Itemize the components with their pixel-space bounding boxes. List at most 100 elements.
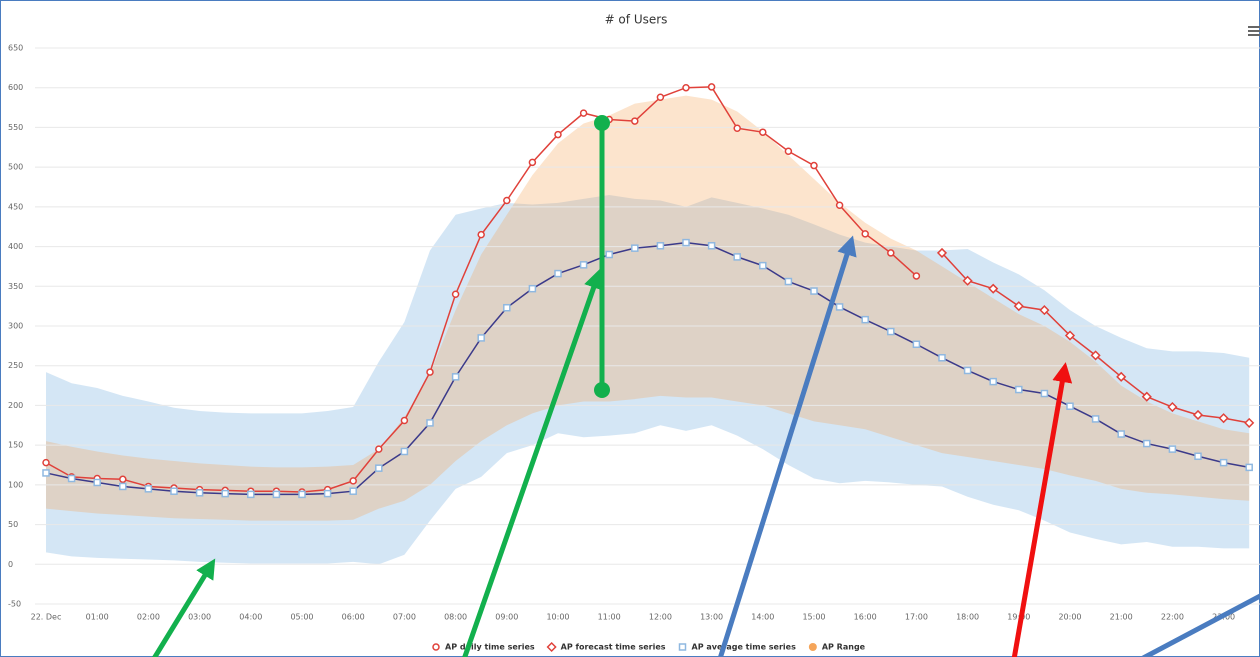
x-tick-label: 22:00 xyxy=(1161,613,1184,622)
y-tick-label: 0 xyxy=(8,560,13,569)
x-tick-label: 20:00 xyxy=(1058,613,1081,622)
y-tick-label: 400 xyxy=(8,242,23,251)
menu-icon[interactable] xyxy=(1248,26,1260,36)
legend-label: AP Range xyxy=(822,643,866,652)
x-tick-label: 13:00 xyxy=(700,613,723,622)
x-tick-label: 10:00 xyxy=(546,613,569,622)
point xyxy=(784,277,793,286)
point xyxy=(579,261,588,269)
x-tick-label: 03:00 xyxy=(188,613,211,622)
point xyxy=(912,272,921,280)
point xyxy=(528,284,537,293)
point xyxy=(1194,452,1202,461)
legend-symbol xyxy=(432,643,440,651)
point xyxy=(1218,413,1229,424)
series-line xyxy=(45,241,1250,496)
point xyxy=(247,490,255,499)
chart-title: # of Users xyxy=(605,13,668,27)
x-tick-label: 06:00 xyxy=(342,613,365,622)
point xyxy=(861,230,869,238)
x-tick-label: 04:00 xyxy=(239,613,262,622)
point xyxy=(195,489,204,497)
point xyxy=(451,373,460,381)
x-tick-label: 22. Dec xyxy=(31,613,62,622)
point xyxy=(631,117,639,125)
y-tick-label: 450 xyxy=(8,202,23,211)
point xyxy=(1167,401,1178,413)
point xyxy=(451,290,460,298)
point xyxy=(477,230,485,239)
point xyxy=(988,283,999,294)
point xyxy=(298,490,306,499)
y-tick-label: 550 xyxy=(8,123,23,132)
point xyxy=(503,303,511,312)
point xyxy=(1116,371,1127,382)
point xyxy=(400,447,409,456)
point xyxy=(1039,305,1050,316)
legend-symbol xyxy=(808,643,817,651)
point xyxy=(170,487,178,495)
point xyxy=(656,93,665,101)
point xyxy=(707,83,716,91)
y-tick-label: 100 xyxy=(8,480,23,489)
x-tick-label: 01:00 xyxy=(86,613,109,622)
y-tick-label: 650 xyxy=(8,44,23,53)
point xyxy=(938,354,946,362)
point xyxy=(554,269,562,278)
point xyxy=(554,130,562,139)
point xyxy=(963,366,972,375)
point xyxy=(989,377,997,386)
grid: -50 0 50 100 150 200 250 300 350 400 450 500 550 600 6… xyxy=(8,44,1260,622)
point xyxy=(682,83,690,92)
annotation-arrow xyxy=(1139,593,1260,657)
x-tick-label: 17:00 xyxy=(905,613,928,622)
point xyxy=(962,275,973,286)
annotation-arrow xyxy=(717,235,857,657)
point xyxy=(835,303,844,311)
point xyxy=(1141,391,1152,402)
y-tick-label: 350 xyxy=(8,282,23,291)
point xyxy=(887,327,895,336)
y-tick-label: 250 xyxy=(8,361,23,370)
annotation-dot xyxy=(594,382,610,398)
point xyxy=(1091,415,1100,423)
legend-label: AP forecast time series xyxy=(561,643,666,652)
point xyxy=(759,128,767,136)
x-tick-label: 07:00 xyxy=(393,613,416,622)
point xyxy=(1168,445,1177,453)
y-tick-label: 500 xyxy=(8,163,23,172)
x-tick-label: 02:00 xyxy=(137,613,160,622)
point xyxy=(912,340,921,349)
point xyxy=(426,419,434,427)
y-tick-label: -50 xyxy=(8,600,21,609)
point xyxy=(93,478,101,487)
range-band xyxy=(46,194,1250,565)
x-tick-label: 14:00 xyxy=(751,613,774,622)
point xyxy=(835,201,844,210)
point xyxy=(42,469,50,477)
point xyxy=(682,238,690,247)
bands xyxy=(46,95,1250,565)
y-tick-label: 300 xyxy=(8,322,23,331)
x-tick-label: 08:00 xyxy=(444,613,467,622)
point xyxy=(400,416,409,425)
point xyxy=(272,490,281,499)
point xyxy=(375,445,383,453)
point xyxy=(1090,350,1101,361)
point xyxy=(323,489,332,498)
point xyxy=(1244,417,1255,428)
point xyxy=(67,474,76,483)
legend-label: AP average time series xyxy=(692,643,797,652)
point xyxy=(579,109,588,117)
point xyxy=(605,250,613,259)
x-tick-label: 19:00 xyxy=(1007,613,1030,622)
point xyxy=(707,242,716,250)
point xyxy=(144,485,153,493)
x-tick-label: 09:00 xyxy=(495,613,518,622)
point xyxy=(426,368,434,376)
point xyxy=(810,161,818,170)
y-tick-label: 200 xyxy=(8,401,23,410)
point xyxy=(1219,458,1228,467)
point xyxy=(119,475,127,484)
